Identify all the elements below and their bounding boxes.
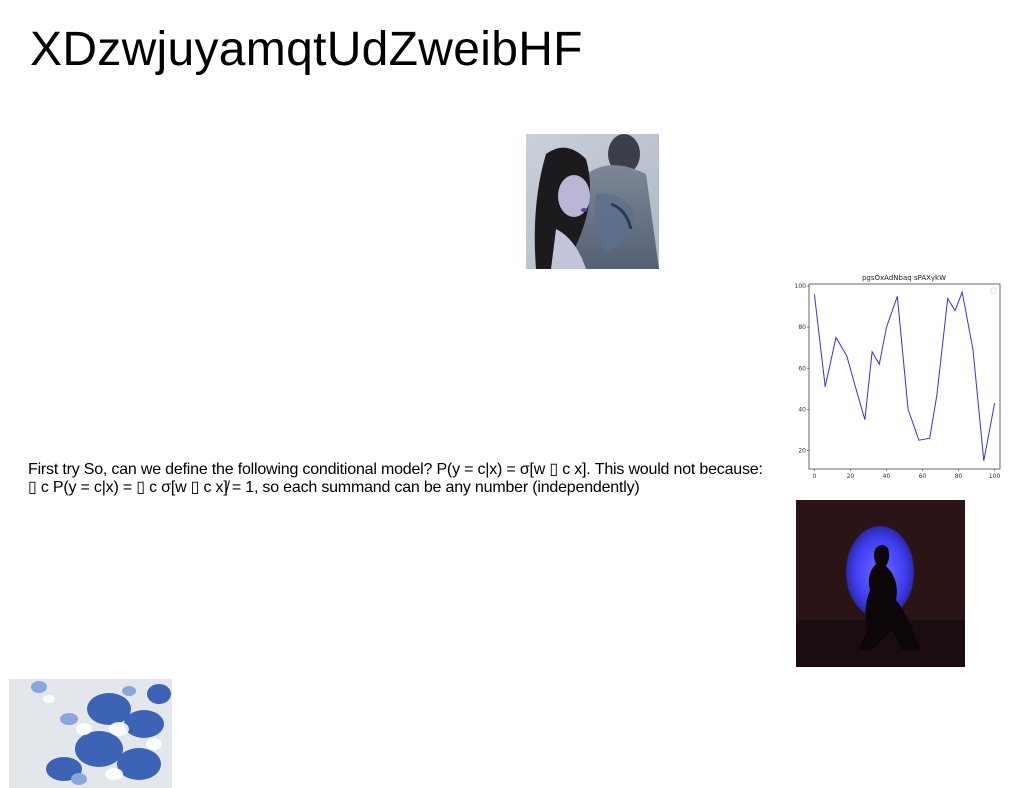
body-paragraph: First try So, can we define the followin… bbox=[28, 461, 763, 496]
chart-x-tick-label: 80 bbox=[955, 473, 963, 480]
couple-photo bbox=[526, 134, 659, 269]
chart-series-line bbox=[813, 290, 996, 461]
chart-x-tick-label: 0 bbox=[812, 473, 816, 480]
chart-y-tick-label: 40 bbox=[798, 406, 806, 413]
chart-title: pgsOxAdNbaq sPAXykW bbox=[862, 274, 946, 282]
seashells-photo bbox=[9, 679, 172, 788]
chart-x-tick-label: 60 bbox=[919, 473, 927, 480]
page-title: XDzwjuyamqtUdZweibHF bbox=[30, 23, 583, 76]
chart-y-tick-label: 20 bbox=[798, 448, 806, 455]
silhouette-photo bbox=[796, 500, 965, 667]
chart-x-tick-label: 20 bbox=[847, 473, 855, 480]
chart-x-tick-label: 40 bbox=[883, 473, 891, 480]
chart-y-tick-label: 80 bbox=[798, 324, 806, 331]
chart-y-tick-label: 60 bbox=[798, 365, 806, 372]
chart-plot-frame bbox=[808, 283, 1001, 470]
chart-legend-box bbox=[990, 287, 997, 294]
chart-y-tick-label: 100 bbox=[795, 283, 807, 290]
chart-x-tick-label: 100 bbox=[989, 473, 1001, 480]
line-chart: pgsOxAdNbaq sPAXykW 0 20 40 60 80 100 20 40 60 80… bbox=[789, 270, 1003, 483]
